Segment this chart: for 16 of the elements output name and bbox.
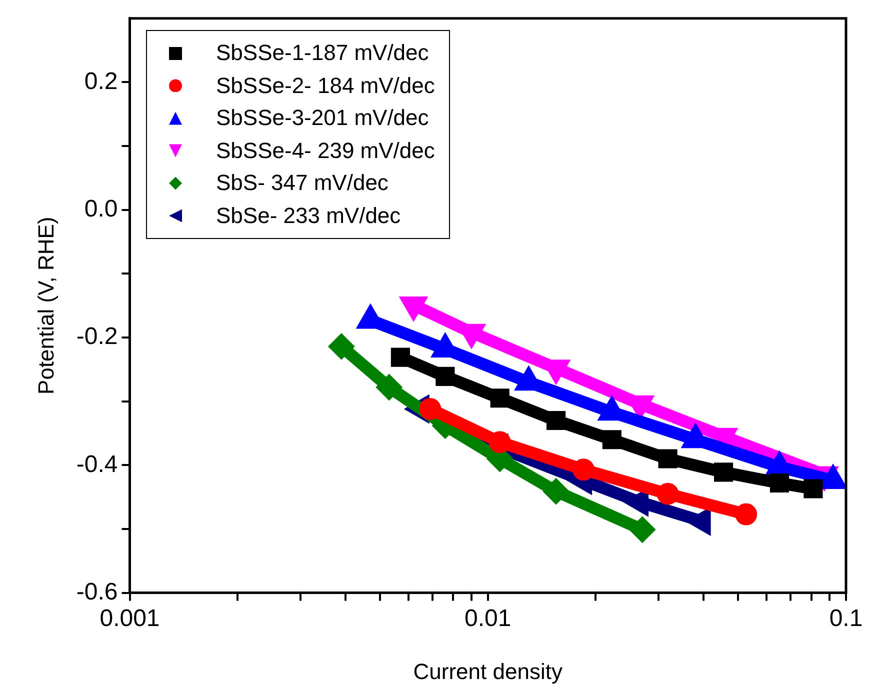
x-tick-label: 0.001: [100, 604, 160, 632]
legend-label: SbS- 347 mV/dec: [216, 169, 388, 197]
y-tick-label: -0.2: [76, 323, 118, 350]
y-axis-title: Potential (V, RHE): [33, 216, 58, 394]
legend-label: SbSe- 233 mV/dec: [216, 202, 401, 230]
legend-label: SbSSe-2- 184 mV/dec: [216, 72, 435, 100]
legend-label: SbSSe-4- 239 mV/dec: [216, 136, 435, 164]
x-tick-label: 0.01: [464, 604, 512, 632]
x-axis-title: Current density: [413, 658, 562, 684]
y-tick-label: 0.2: [84, 68, 118, 95]
y-tick-label: -0.6: [76, 578, 118, 606]
x-tick-label: 0.1: [829, 604, 863, 632]
y-tick-label: -0.4: [76, 450, 118, 478]
legend-label: SbSSe-3-201 mV/dec: [216, 104, 429, 132]
legend-label: SbSSe-1-187 mV/dec: [216, 39, 429, 67]
y-tick-label: 0.0: [84, 195, 118, 222]
